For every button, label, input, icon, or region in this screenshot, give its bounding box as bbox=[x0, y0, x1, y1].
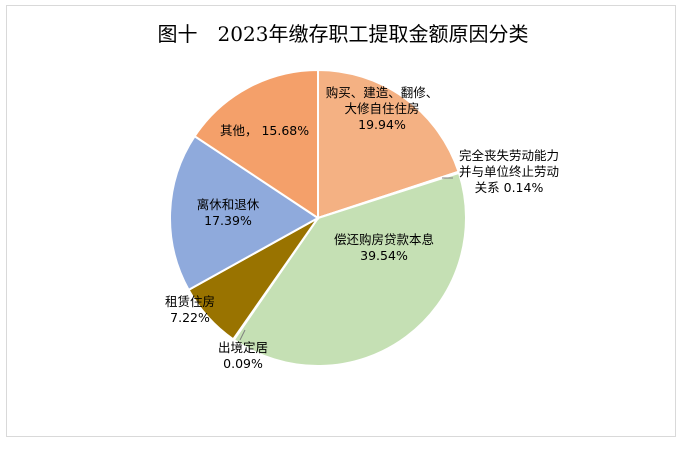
pie-slice-6 bbox=[193, 68, 319, 220]
slice-label-1: 完全丧失劳动能力并与单位终止劳动关系 0.14% bbox=[459, 148, 559, 195]
chart-title: 图十 2023年缴存职工提取金额原因分类 bbox=[158, 22, 529, 46]
pie-slice-5 bbox=[169, 134, 320, 292]
slice-label-6: 其他， 15.68% bbox=[220, 123, 309, 138]
slice-label-4: 租赁住房 7.22% bbox=[165, 294, 215, 325]
pie-slices bbox=[169, 68, 467, 368]
chart-frame bbox=[6, 5, 676, 437]
pie-slice-0 bbox=[317, 68, 460, 220]
slice-label-5: 离休和退休 17.39% bbox=[197, 197, 260, 228]
slice-label-2: 偿还购房贷款本息 39.54% bbox=[334, 232, 434, 263]
leader-line-3 bbox=[239, 329, 246, 341]
pie-labels: 购买、建造、翻修、大修自住住房 19.94% 完全丧失劳动能力并与单位终止劳动关系 … bbox=[165, 85, 559, 371]
slice-label-3: 出境定居 0.09% bbox=[218, 340, 268, 371]
slice-label-0: 购买、建造、翻修、大修自住住房 19.94% bbox=[326, 85, 439, 132]
pie-slice-2 bbox=[232, 171, 467, 368]
